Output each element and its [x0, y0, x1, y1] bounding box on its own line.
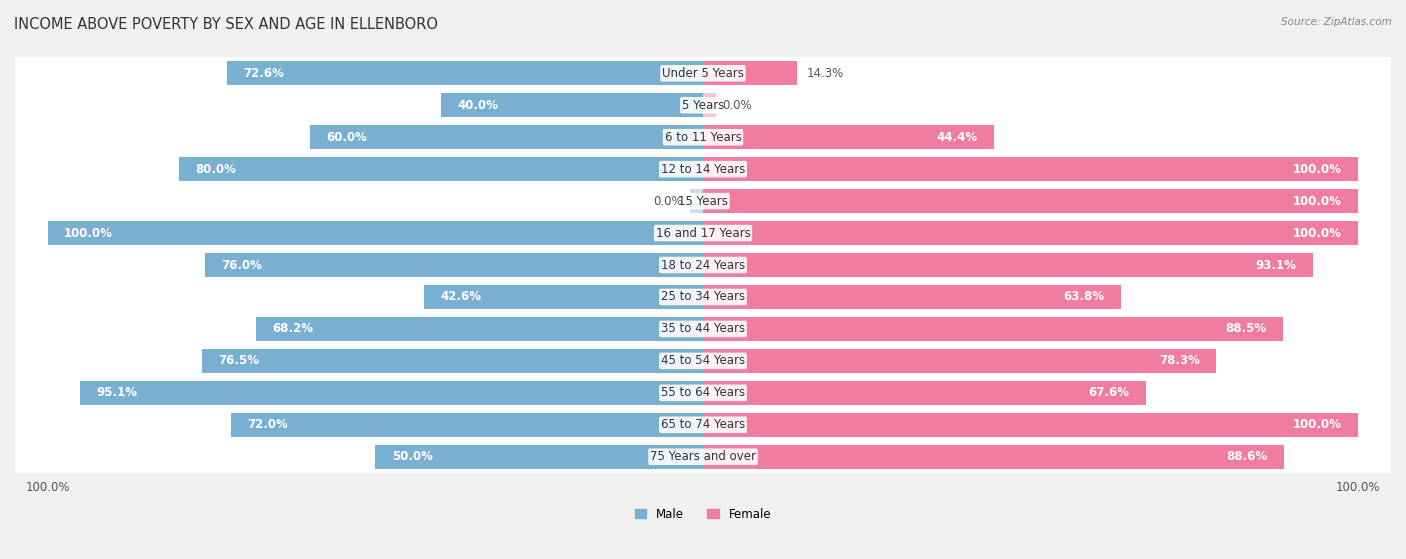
- Bar: [15, 185, 1391, 217]
- Bar: [441, 93, 703, 117]
- Text: 63.8%: 63.8%: [1064, 291, 1105, 304]
- Text: Source: ZipAtlas.com: Source: ZipAtlas.com: [1281, 17, 1392, 27]
- Text: 100.0%: 100.0%: [1294, 163, 1341, 176]
- Text: 16 and 17 Years: 16 and 17 Years: [655, 226, 751, 240]
- Bar: [703, 61, 797, 86]
- Bar: [703, 125, 994, 149]
- Bar: [703, 349, 1216, 373]
- Text: 15 Years: 15 Years: [678, 195, 728, 207]
- Text: 88.6%: 88.6%: [1226, 450, 1267, 463]
- Text: 18 to 24 Years: 18 to 24 Years: [661, 258, 745, 272]
- Bar: [256, 317, 703, 341]
- Text: 65 to 74 Years: 65 to 74 Years: [661, 418, 745, 432]
- Text: 95.1%: 95.1%: [96, 386, 138, 399]
- Bar: [15, 249, 1391, 281]
- Text: 88.5%: 88.5%: [1226, 323, 1267, 335]
- Text: 6 to 11 Years: 6 to 11 Years: [665, 131, 741, 144]
- Text: 60.0%: 60.0%: [326, 131, 367, 144]
- Bar: [15, 217, 1391, 249]
- Text: 100.0%: 100.0%: [1294, 226, 1341, 240]
- Text: 78.3%: 78.3%: [1159, 354, 1199, 367]
- Text: 100.0%: 100.0%: [65, 226, 112, 240]
- Legend: Male, Female: Male, Female: [634, 508, 772, 520]
- Bar: [15, 281, 1391, 313]
- Text: 50.0%: 50.0%: [392, 450, 433, 463]
- Text: 75 Years and over: 75 Years and over: [650, 450, 756, 463]
- Text: 93.1%: 93.1%: [1256, 258, 1296, 272]
- Text: 100.0%: 100.0%: [1294, 418, 1341, 432]
- Text: 42.6%: 42.6%: [440, 291, 481, 304]
- Bar: [228, 61, 703, 86]
- Text: 44.4%: 44.4%: [936, 131, 977, 144]
- Text: 67.6%: 67.6%: [1088, 386, 1129, 399]
- Text: 12 to 14 Years: 12 to 14 Years: [661, 163, 745, 176]
- Text: 55 to 64 Years: 55 to 64 Years: [661, 386, 745, 399]
- Text: 76.0%: 76.0%: [221, 258, 263, 272]
- Bar: [15, 313, 1391, 345]
- Bar: [703, 413, 1358, 437]
- Text: 72.0%: 72.0%: [247, 418, 288, 432]
- Text: 68.2%: 68.2%: [273, 323, 314, 335]
- Text: 5 Years: 5 Years: [682, 99, 724, 112]
- Bar: [15, 345, 1391, 377]
- Bar: [80, 381, 703, 405]
- Text: 35 to 44 Years: 35 to 44 Years: [661, 323, 745, 335]
- Bar: [703, 445, 1284, 468]
- Text: 40.0%: 40.0%: [457, 99, 498, 112]
- Text: 80.0%: 80.0%: [195, 163, 236, 176]
- Text: 0.0%: 0.0%: [654, 195, 683, 207]
- Text: 25 to 34 Years: 25 to 34 Years: [661, 291, 745, 304]
- Text: Under 5 Years: Under 5 Years: [662, 67, 744, 80]
- Bar: [15, 89, 1391, 121]
- Bar: [309, 125, 703, 149]
- Text: 72.6%: 72.6%: [243, 67, 284, 80]
- Bar: [703, 285, 1121, 309]
- Bar: [179, 157, 703, 181]
- Bar: [703, 253, 1313, 277]
- Bar: [703, 221, 1358, 245]
- Text: 14.3%: 14.3%: [807, 67, 844, 80]
- Text: 45 to 54 Years: 45 to 54 Years: [661, 354, 745, 367]
- Text: 100.0%: 100.0%: [1294, 195, 1341, 207]
- Bar: [15, 440, 1391, 473]
- Text: 76.5%: 76.5%: [218, 354, 259, 367]
- Bar: [231, 413, 703, 437]
- Text: 0.0%: 0.0%: [723, 99, 752, 112]
- Bar: [703, 317, 1282, 341]
- Bar: [205, 253, 703, 277]
- Bar: [703, 189, 1358, 213]
- Bar: [15, 58, 1391, 89]
- Bar: [201, 349, 703, 373]
- Bar: [15, 409, 1391, 440]
- Bar: [703, 157, 1358, 181]
- Bar: [690, 189, 703, 213]
- Bar: [375, 445, 703, 468]
- Bar: [48, 221, 703, 245]
- Bar: [423, 285, 703, 309]
- Bar: [15, 121, 1391, 153]
- Bar: [15, 153, 1391, 185]
- Bar: [703, 381, 1146, 405]
- Bar: [703, 93, 716, 117]
- Bar: [15, 377, 1391, 409]
- Text: INCOME ABOVE POVERTY BY SEX AND AGE IN ELLENBORO: INCOME ABOVE POVERTY BY SEX AND AGE IN E…: [14, 17, 439, 32]
